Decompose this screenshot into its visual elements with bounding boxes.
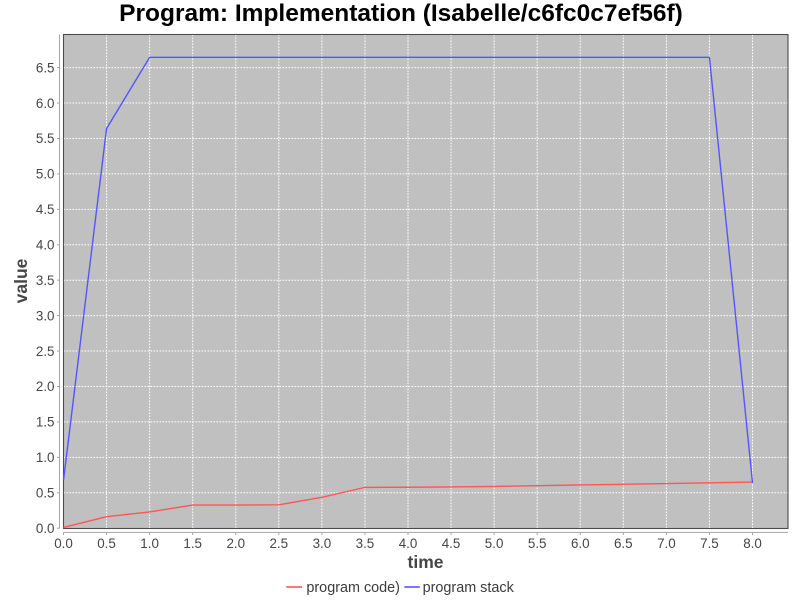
svg-text:2.0: 2.0 (36, 379, 55, 394)
svg-text:1.0: 1.0 (36, 450, 55, 465)
svg-text:7.0: 7.0 (657, 536, 676, 551)
svg-text:8.0: 8.0 (743, 536, 762, 551)
svg-text:Program: Implementation (Isabe: Program: Implementation (Isabelle/c6fc0c… (119, 0, 683, 27)
svg-text:5.0: 5.0 (36, 167, 55, 182)
svg-text:3.5: 3.5 (356, 536, 375, 551)
svg-text:3.0: 3.0 (313, 536, 332, 551)
svg-text:4.5: 4.5 (442, 536, 461, 551)
svg-text:7.5: 7.5 (700, 536, 719, 551)
svg-text:4.0: 4.0 (36, 238, 55, 253)
svg-text:2.5: 2.5 (269, 536, 288, 551)
svg-text:1.5: 1.5 (36, 415, 55, 430)
svg-text:6.5: 6.5 (614, 536, 633, 551)
svg-text:3.0: 3.0 (36, 308, 55, 323)
svg-text:6.0: 6.0 (571, 536, 590, 551)
svg-text:4.5: 4.5 (36, 202, 55, 217)
svg-text:time: time (408, 552, 444, 572)
svg-text:5.5: 5.5 (528, 536, 547, 551)
svg-text:program code): program code) (306, 580, 400, 596)
svg-text:2.5: 2.5 (36, 344, 55, 359)
svg-text:5.0: 5.0 (485, 536, 504, 551)
svg-text:0.0: 0.0 (36, 521, 55, 536)
svg-text:0.0: 0.0 (54, 536, 73, 551)
svg-text:program stack: program stack (423, 580, 515, 596)
svg-text:value: value (11, 258, 31, 303)
svg-text:6.0: 6.0 (36, 96, 55, 111)
svg-text:0.5: 0.5 (97, 536, 116, 551)
svg-text:2.0: 2.0 (226, 536, 245, 551)
svg-text:6.5: 6.5 (36, 60, 55, 75)
svg-text:3.5: 3.5 (36, 273, 55, 288)
svg-text:5.5: 5.5 (36, 131, 55, 146)
svg-text:0.5: 0.5 (36, 486, 55, 501)
svg-text:1.5: 1.5 (183, 536, 202, 551)
svg-text:1.0: 1.0 (140, 536, 159, 551)
svg-text:4.0: 4.0 (399, 536, 418, 551)
